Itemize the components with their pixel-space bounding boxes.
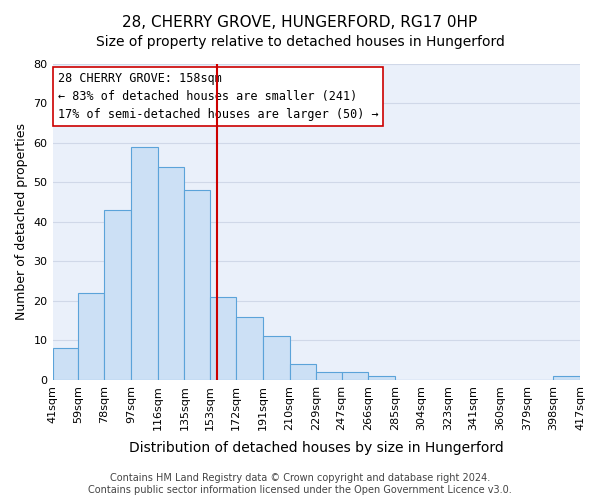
Bar (236, 316, 263, 380)
Bar (341, 372, 368, 380)
Text: 28, CHERRY GROVE, HUNGERFORD, RG17 0HP: 28, CHERRY GROVE, HUNGERFORD, RG17 0HP (122, 15, 478, 30)
Bar (290, 364, 316, 380)
Bar (104, 210, 131, 380)
Text: Contains HM Land Registry data © Crown copyright and database right 2024.
Contai: Contains HM Land Registry data © Crown c… (88, 474, 512, 495)
Bar (131, 147, 158, 380)
Bar (553, 376, 580, 380)
Bar (209, 297, 236, 380)
Text: Size of property relative to detached houses in Hungerford: Size of property relative to detached ho… (95, 35, 505, 49)
Bar (316, 372, 341, 380)
Text: 28 CHERRY GROVE: 158sqm
← 83% of detached houses are smaller (241)
17% of semi-d: 28 CHERRY GROVE: 158sqm ← 83% of detache… (58, 72, 379, 121)
Bar (368, 376, 395, 380)
Bar (78, 293, 104, 380)
Y-axis label: Number of detached properties: Number of detached properties (15, 124, 28, 320)
Bar (158, 166, 184, 380)
Bar (263, 336, 290, 380)
X-axis label: Distribution of detached houses by size in Hungerford: Distribution of detached houses by size … (129, 441, 503, 455)
Bar (184, 190, 209, 380)
Bar (53, 348, 78, 380)
